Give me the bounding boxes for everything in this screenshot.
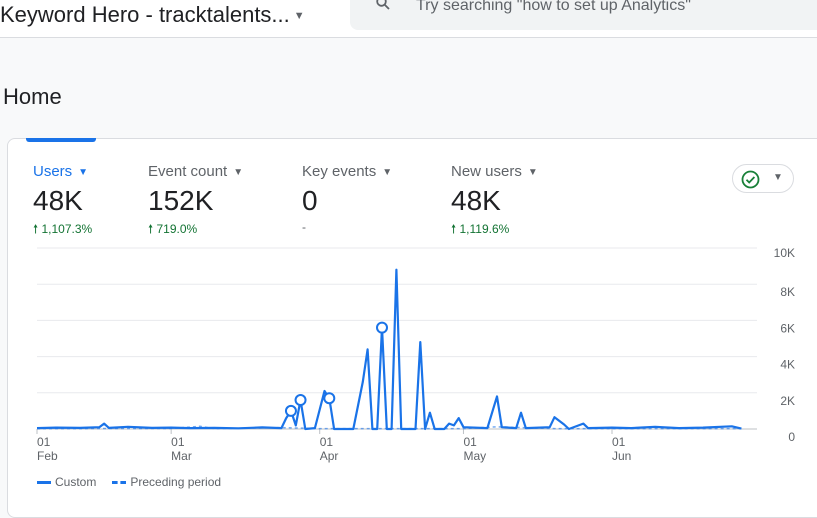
- metric-value: 48K: [33, 185, 83, 216]
- x-tick-day: 01: [612, 435, 626, 449]
- active-tab-indicator: [26, 138, 96, 142]
- metric-label[interactable]: Key events ▼: [302, 163, 393, 180]
- arrow-up-icon: 🠕: [451, 222, 457, 236]
- x-tick-month: Apr: [320, 449, 339, 463]
- metric-value: 0: [302, 185, 318, 216]
- arrow-up-icon: 🠕: [148, 222, 154, 236]
- property-name: Keyword Hero - tracktalents...: [0, 2, 290, 27]
- x-tick-month: Mar: [171, 449, 192, 463]
- metric-change: -: [302, 220, 306, 234]
- metric-value: 48K: [451, 185, 501, 216]
- legend-item-preceding[interactable]: Preceding period: [112, 475, 221, 489]
- caret-down-icon: ▼: [382, 166, 393, 178]
- metric-users[interactable]: Users ▼ 48K 🠕 1,107.3%: [33, 163, 92, 241]
- search-icon: [376, 0, 390, 10]
- x-tick-month: May: [463, 449, 486, 463]
- x-tick-day: 01: [320, 435, 334, 449]
- search-box[interactable]: Try searching "how to set up Analytics": [350, 0, 817, 30]
- y-tick-label: 8K: [780, 285, 795, 299]
- property-selector[interactable]: Keyword Hero - tracktalents... ▼: [0, 2, 305, 28]
- page-title: Home: [3, 84, 62, 109]
- overview-card: [7, 138, 817, 518]
- y-tick-label: 10K: [774, 246, 795, 260]
- x-tick-day: 01: [37, 435, 51, 449]
- x-tick-month: Jun: [612, 449, 631, 463]
- x-tick-day: 01: [463, 435, 477, 449]
- annotation-marker[interactable]: [376, 321, 388, 334]
- metric-event-count[interactable]: Event count ▼ 152K 🠕 719.0%: [148, 163, 243, 241]
- arrow-up-icon: 🠕: [33, 222, 39, 236]
- search-placeholder: Try searching "how to set up Analytics": [416, 0, 691, 14]
- chart-legend: Custom Preceding period: [37, 475, 221, 489]
- compare-toggle-button[interactable]: ▼: [732, 164, 794, 193]
- y-tick-label: 0: [788, 430, 795, 444]
- y-tick-label: 6K: [780, 321, 795, 335]
- metric-key-events[interactable]: Key events ▼ 0 -: [302, 163, 392, 234]
- y-tick-label: 2K: [780, 394, 795, 408]
- caret-down-icon: ▼: [78, 166, 89, 178]
- metric-label[interactable]: Users ▼: [33, 163, 89, 180]
- check-circle-icon: [741, 170, 760, 189]
- metric-change: 🠕 1,107.3%: [33, 222, 93, 236]
- x-tick-month: Feb: [37, 449, 58, 463]
- annotation-marker[interactable]: [284, 404, 297, 417]
- metric-new-users[interactable]: New users ▼ 48K 🠕 1,119.6%: [451, 163, 538, 241]
- top-bar: Keyword Hero - tracktalents... ▼ Try sear…: [0, 0, 817, 38]
- caret-down-icon: ▼: [527, 166, 538, 178]
- caret-down-icon: ▼: [233, 166, 244, 178]
- metric-label[interactable]: Event count ▼: [148, 163, 244, 180]
- y-tick-label: 4K: [780, 358, 795, 372]
- caret-down-icon: ▼: [293, 10, 305, 23]
- caret-down-icon: ▼: [773, 172, 783, 183]
- metric-change: 🠕 719.0%: [148, 222, 198, 236]
- metric-value: 152K: [148, 185, 214, 216]
- metric-change: 🠕 1,119.6%: [451, 222, 510, 236]
- legend-item-custom[interactable]: Custom: [37, 475, 96, 489]
- series-line-custom: [36, 268, 742, 431]
- annotation-marker[interactable]: [294, 394, 307, 407]
- x-tick-day: 01: [171, 435, 185, 449]
- metric-label[interactable]: New users ▼: [451, 163, 538, 180]
- annotation-marker[interactable]: [323, 392, 336, 405]
